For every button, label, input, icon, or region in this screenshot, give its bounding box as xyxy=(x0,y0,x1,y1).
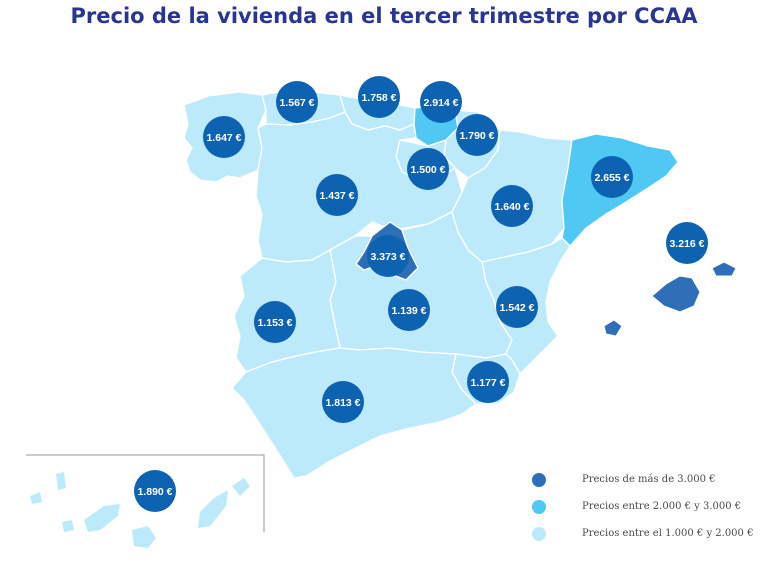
price-bubble-madrid[interactable]: 3.373 € xyxy=(367,235,409,277)
page-title: Precio de la vivienda en el tercer trime… xyxy=(70,4,698,28)
price-bubble-circle xyxy=(388,289,430,331)
price-bubble-circle xyxy=(420,81,462,123)
price-bubble-circle xyxy=(254,301,296,343)
price-bubble-castilla-y-leon[interactable]: 1.437 € xyxy=(316,174,358,216)
region-canarias-el-hierro[interactable] xyxy=(30,492,42,504)
price-bubble-galicia[interactable]: 1.647 € xyxy=(203,116,245,158)
price-label-canarias: 1.890 € xyxy=(137,486,172,498)
price-bubble-circle xyxy=(358,76,400,118)
price-bubble-andalucia[interactable]: 1.813 € xyxy=(322,381,364,423)
legend-label-mid: Precios entre 2.000 € y 3.000 € xyxy=(582,501,742,512)
region-canarias-fuerteventura[interactable] xyxy=(198,490,228,528)
price-label-la-rioja: 1.500 € xyxy=(410,164,445,176)
price-bubble-extremadura[interactable]: 1.153 € xyxy=(254,301,296,343)
legend-swatch-mid xyxy=(532,499,546,514)
price-bubble-circle xyxy=(276,81,318,123)
price-bubble-pais-vasco[interactable]: 2.914 € xyxy=(420,81,462,123)
price-bubble-asturias[interactable]: 1.567 € xyxy=(276,81,318,123)
price-label-castilla-y-leon: 1.437 € xyxy=(319,190,354,202)
legend-swatch-high xyxy=(532,472,546,487)
price-bubble-aragon[interactable]: 1.640 € xyxy=(491,185,533,227)
legend-item-high: Precios de más de 3.000 € xyxy=(532,466,753,493)
price-bubble-la-rioja[interactable]: 1.500 € xyxy=(407,148,449,190)
canarias-inset-frame xyxy=(26,454,265,532)
price-bubble-circle xyxy=(203,116,245,158)
price-label-cataluna: 2.655 € xyxy=(594,172,629,184)
price-label-murcia: 1.177 € xyxy=(470,377,505,389)
price-label-comunidad-valenciana: 1.542 € xyxy=(499,302,534,314)
price-bubble-circle xyxy=(666,222,708,264)
region-castilla-y-leon[interactable] xyxy=(255,111,463,263)
region-canarias-gran-canaria[interactable] xyxy=(132,526,156,548)
legend-swatch-low xyxy=(532,526,546,541)
region-canarias-la-gomera[interactable] xyxy=(62,520,74,532)
legend: Precios de más de 3.000 € Precios entre … xyxy=(532,466,753,547)
price-bubble-cantabria[interactable]: 1.758 € xyxy=(358,76,400,118)
price-bubble-circle xyxy=(322,381,364,423)
price-label-aragon: 1.640 € xyxy=(494,201,529,213)
legend-label-low: Precios entre el 1.000 € y 2.000 € xyxy=(582,528,754,539)
price-label-cantabria: 1.758 € xyxy=(361,92,396,104)
price-bubble-circle xyxy=(456,114,498,156)
legend-item-low: Precios entre el 1.000 € y 2.000 € xyxy=(532,520,753,547)
price-bubble-circle xyxy=(134,470,176,512)
price-bubble-castilla-la-mancha[interactable]: 1.139 € xyxy=(388,289,430,331)
region-baleares-menorca[interactable] xyxy=(711,261,737,277)
region-baleares-ibiza[interactable] xyxy=(603,319,623,337)
price-bubble-circle xyxy=(367,235,409,277)
price-label-extremadura: 1.153 € xyxy=(257,317,292,329)
price-bubble-navarra[interactable]: 1.790 € xyxy=(456,114,498,156)
price-bubble-circle xyxy=(467,361,509,403)
price-label-asturias: 1.567 € xyxy=(279,97,314,109)
region-baleares-mallorca[interactable] xyxy=(651,275,701,313)
region-canarias-lanzarote[interactable] xyxy=(232,478,250,496)
price-bubble-circle xyxy=(491,185,533,227)
price-bubble-canarias[interactable]: 1.890 € xyxy=(134,470,176,512)
price-bubble-cataluna[interactable]: 2.655 € xyxy=(591,156,633,198)
price-bubble-comunidad-valenciana[interactable]: 1.542 € xyxy=(496,286,538,328)
price-label-andalucia: 1.813 € xyxy=(325,397,360,409)
legend-label-high: Precios de más de 3.000 € xyxy=(582,474,716,485)
region-canarias-tenerife[interactable] xyxy=(84,504,120,532)
price-bubble-circle xyxy=(496,286,538,328)
price-label-castilla-la-mancha: 1.139 € xyxy=(391,305,426,317)
price-bubble-circle xyxy=(407,148,449,190)
price-bubble-circle xyxy=(316,174,358,216)
price-label-galicia: 1.647 € xyxy=(206,132,241,144)
price-label-navarra: 1.790 € xyxy=(459,130,494,142)
price-bubble-baleares[interactable]: 3.216 € xyxy=(666,222,708,264)
region-canarias-la-palma[interactable] xyxy=(56,472,66,490)
price-label-baleares: 3.216 € xyxy=(669,238,704,250)
price-bubble-murcia[interactable]: 1.177 € xyxy=(467,361,509,403)
legend-item-mid: Precios entre 2.000 € y 3.000 € xyxy=(532,493,753,520)
price-label-pais-vasco: 2.914 € xyxy=(423,97,458,109)
price-bubble-circle xyxy=(591,156,633,198)
price-label-madrid: 3.373 € xyxy=(370,251,405,263)
